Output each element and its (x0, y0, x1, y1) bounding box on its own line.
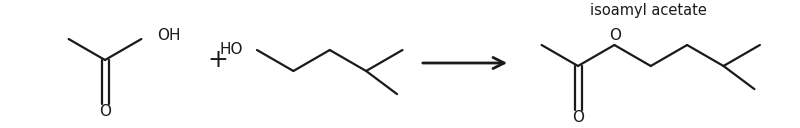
Text: +: + (207, 48, 229, 72)
Text: O: O (572, 110, 584, 125)
Text: O: O (99, 104, 111, 119)
Text: OH: OH (158, 29, 181, 44)
Text: HO: HO (219, 42, 243, 57)
Text: O: O (610, 29, 622, 44)
Text: isoamyl acetate: isoamyl acetate (590, 3, 706, 18)
